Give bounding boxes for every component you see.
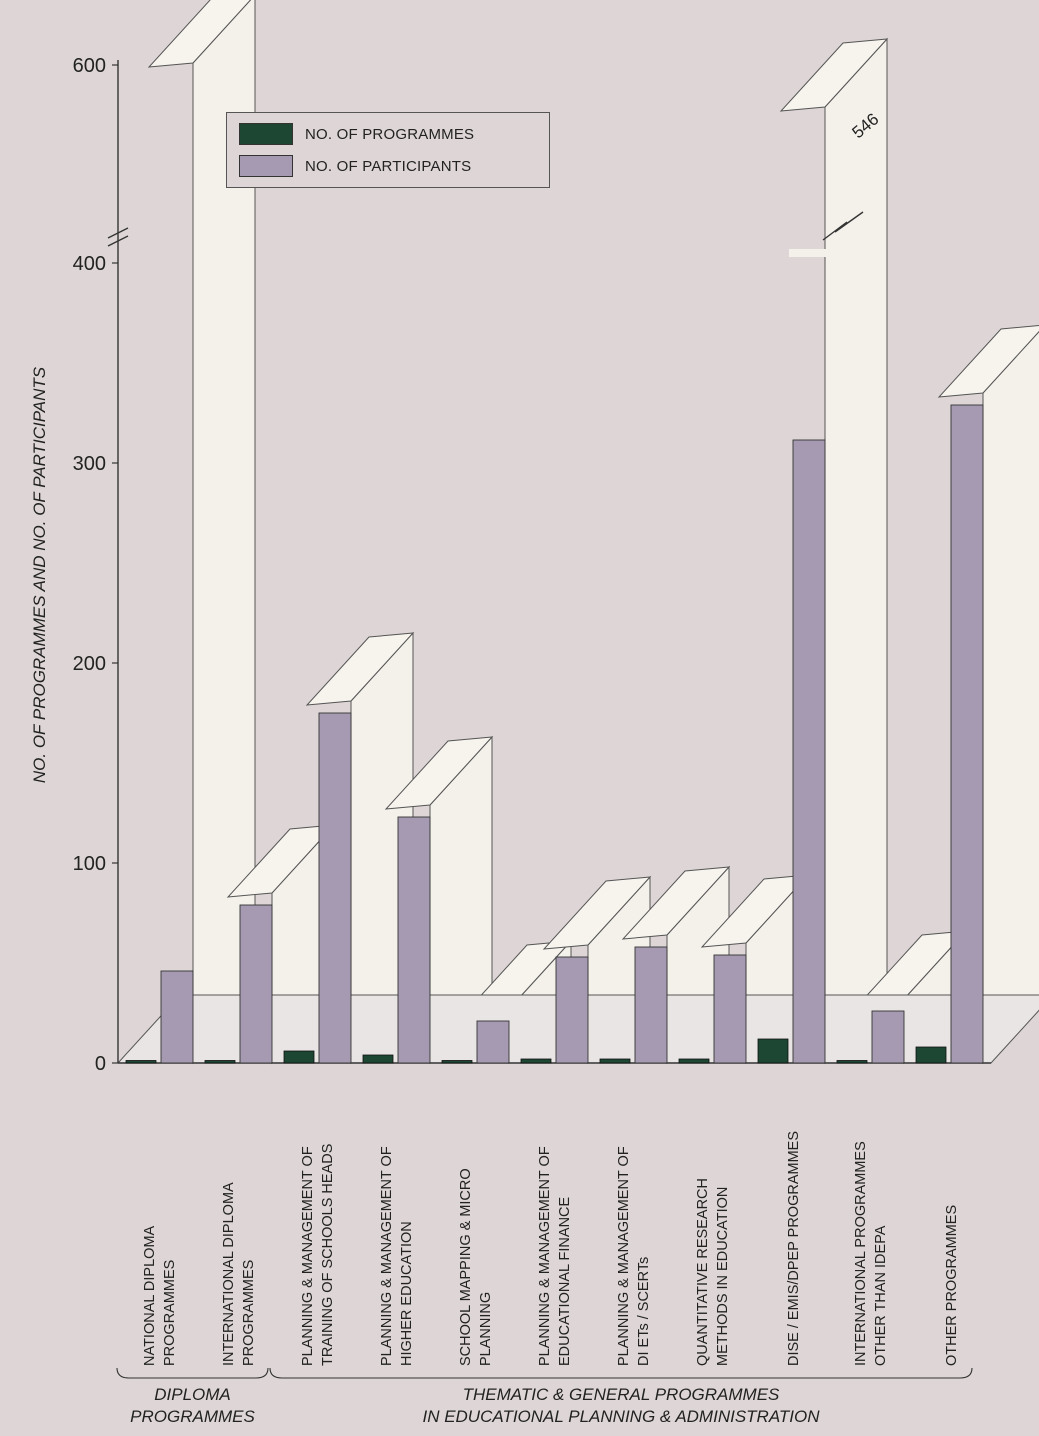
- y-tick-label: 200: [73, 653, 106, 675]
- group-bracket: [116, 1367, 269, 1379]
- y-tick-label: 0: [95, 1053, 106, 1075]
- bar-participants: [792, 439, 826, 1064]
- back-panel-top: [779, 38, 889, 112]
- bar-participants: [871, 1010, 905, 1064]
- x-axis-labels: NATIONAL DIPLOMA PROGRAMMES INTERNATIONAL …: [142, 1131, 960, 1366]
- x-tick-label-line: INTERNATIONAL DIPLOMA: [221, 1182, 237, 1366]
- y-tick-label: 100: [73, 853, 106, 875]
- x-tick-label: PLANNING & MANAGEMENT OF TRAINING OF SCHO…: [300, 1144, 336, 1366]
- bar-break-gap: [789, 249, 831, 257]
- x-tick-label-line: EDUCATIONAL FINANCE: [557, 1196, 573, 1366]
- bar-programmes: [441, 1060, 473, 1064]
- bar-participants: [160, 970, 194, 1064]
- x-tick-label-line: HIGHER EDUCATION: [399, 1221, 415, 1366]
- bar-programmes: [283, 1050, 315, 1064]
- bar-break-mark: [822, 221, 848, 241]
- x-tick-label-line: PLANNING & MANAGEMENT OF: [300, 1146, 316, 1366]
- x-tick-label-line: PLANNING: [478, 1292, 494, 1366]
- x-tick-label-line: OTHER THAN IDEPA: [873, 1225, 889, 1366]
- x-tick-label-line: PLANNING & MANAGEMENT OF: [616, 1146, 632, 1366]
- legend-swatch-programmes: [239, 123, 293, 145]
- bar-programmes: [362, 1054, 394, 1064]
- x-tick-label-line: NATIONAL DIPLOMA: [142, 1225, 158, 1366]
- bar-participants: [397, 816, 431, 1064]
- bar-programmes: [836, 1060, 868, 1064]
- bar-participants: [950, 404, 984, 1064]
- bar-programmes: [204, 1060, 236, 1064]
- bar-programmes: [757, 1038, 789, 1064]
- x-tick-label-line: SCHOOL MAPPING & MICRO: [458, 1168, 474, 1366]
- bar-programmes: [915, 1046, 947, 1064]
- back-panel-top: [542, 876, 652, 950]
- back-panel-top: [147, 0, 252, 68]
- x-tick-label-line: METHODS IN EDUCATION: [715, 1187, 731, 1366]
- bar-participants: [239, 904, 273, 1064]
- x-tick-label: SCHOOL MAPPING & MICRO PLANNING: [458, 1168, 494, 1366]
- x-tick-label-line: PROGRAMMES: [162, 1260, 178, 1366]
- y-axis: 0 100 200 300 400 600: [73, 55, 129, 1075]
- back-panel-top: [621, 866, 731, 940]
- group-labels: DIPLOMA PROGRAMMES THEMATIC & GENERAL PROG…: [116, 1367, 973, 1426]
- group-label: DIPLOMA: [154, 1385, 231, 1404]
- y-axis-break: [107, 227, 129, 239]
- bar-break-mark: [834, 211, 864, 233]
- x-tick-label: INTERNATIONAL PROGRAMMES OTHER THAN IDEPA: [853, 1141, 889, 1366]
- bar-participants: [634, 946, 668, 1064]
- legend-swatch-participants: [239, 155, 293, 177]
- bar-programmes: [125, 1060, 157, 1064]
- bar-participants: [476, 1020, 510, 1064]
- x-tick-label-line: PLANNING & MANAGEMENT OF: [537, 1146, 553, 1366]
- group-bracket: [269, 1367, 973, 1379]
- back-panel: [982, 330, 1039, 1065]
- legend-item-participants: NO. OF PARTICIPANTS: [239, 155, 471, 177]
- x-tick-label: PLANNING & MANAGEMENT OF DI ETs / SCERTs: [616, 1146, 652, 1366]
- legend-label-participants: NO. OF PARTICIPANTS: [305, 157, 472, 175]
- group-label: PROGRAMMES: [130, 1407, 255, 1426]
- x-tick-label-line: TRAINING OF SCHOOLS HEADS: [320, 1144, 336, 1366]
- y-axis-title: NO. OF PROGRAMMES AND NO. OF PARTICIPANT…: [30, 366, 49, 783]
- bar-programmes: [599, 1058, 631, 1064]
- x-tick-label-line: PLANNING & MANAGEMENT OF: [379, 1146, 395, 1366]
- back-panel-top: [384, 736, 494, 810]
- bar-participants: [555, 956, 589, 1064]
- x-tick-label: NATIONAL DIPLOMA PROGRAMMES: [142, 1225, 178, 1366]
- legend: NO. OF PROGRAMMES NO. OF PARTICIPANTS: [226, 112, 550, 188]
- back-panel-top: [305, 632, 415, 706]
- back-panel: [824, 37, 888, 1065]
- legend-label-programmes: NO. OF PROGRAMMES: [305, 125, 475, 143]
- y-tick-label: 300: [73, 453, 106, 475]
- y-tick-label: 600: [73, 55, 106, 77]
- bar-programmes: [678, 1058, 710, 1064]
- y-axis-break: [107, 235, 129, 247]
- group-label: THEMATIC & GENERAL PROGRAMMES: [463, 1385, 780, 1404]
- group-label: IN EDUCATIONAL PLANNING & ADMINISTRATION: [422, 1407, 820, 1426]
- x-tick-label-line: INTERNATIONAL PROGRAMMES: [853, 1141, 869, 1366]
- y-tick-label: 400: [73, 253, 106, 275]
- x-tick-label: OTHER PROGRAMMES: [944, 1205, 960, 1366]
- bar-participants: [713, 954, 747, 1064]
- x-tick-label-line: QUANTITATIVE RESEARCH: [695, 1178, 711, 1366]
- x-tick-label-line: PROGRAMMES: [241, 1260, 257, 1366]
- x-tick-label: QUANTITATIVE RESEARCH METHODS IN EDUCATIO…: [695, 1178, 731, 1366]
- x-tick-label: PLANNING & MANAGEMENT OF HIGHER EDUCATION: [379, 1146, 415, 1366]
- x-tick-label-line: DISE / EMIS/DPEP PROGRAMMES: [786, 1131, 802, 1366]
- bar-participants: [318, 712, 352, 1064]
- x-tick-label: PLANNING & MANAGEMENT OF EDUCATIONAL FINA…: [537, 1146, 573, 1366]
- legend-item-programmes: NO. OF PROGRAMMES: [239, 123, 474, 145]
- x-tick-label: INTERNATIONAL DIPLOMA PROGRAMMES: [221, 1182, 257, 1366]
- x-tick-label: DISE / EMIS/DPEP PROGRAMMES: [786, 1131, 802, 1366]
- back-panel-top: [937, 325, 1039, 398]
- x-tick-label-line: OTHER PROGRAMMES: [944, 1205, 960, 1366]
- x-tick-label-line: DI ETs / SCERTs: [636, 1257, 652, 1366]
- bar-programmes: [520, 1058, 552, 1064]
